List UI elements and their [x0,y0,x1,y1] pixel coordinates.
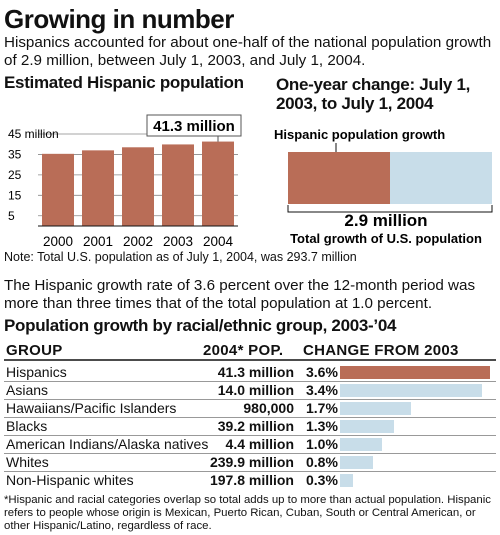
x-tick-label: 2003 [163,234,193,249]
table-row: Non-Hispanic whites 197.8 million 0.3% [4,472,496,489]
hispanic-population-bar-chart: 5 15 25 35 45 million 2000 2001 2002 2003 2004 41.… [8,115,241,249]
total-growth-label: Total growth of U.S. population [290,231,482,246]
row-population: 4.4 million [226,436,294,453]
row-group: American Indians/Alaska natives [6,436,208,453]
population-bar [162,144,194,226]
row-change: 3.4% [306,382,338,399]
callout-value: 41.3 million [153,118,235,135]
row-group: Hispanics [6,364,67,381]
row-group: Hawaiians/Pacific Islanders [6,400,176,417]
row-change: 3.6% [306,364,338,381]
y-tick-label: 15 [8,188,22,202]
row-change: 1.3% [306,418,338,435]
row-change-bar [340,420,394,433]
population-bar [42,154,74,226]
population-bar [202,142,234,226]
row-change-bar [340,438,382,451]
growth-rate-paragraph: The Hispanic growth rate of 3.6 percent … [4,277,496,313]
table-row: Asians 14.0 million 3.4% [4,382,496,400]
row-change-bar [340,474,353,487]
population-bar [82,150,114,226]
row-change: 0.8% [306,454,338,471]
row-population: 39.2 million [218,418,294,435]
hispanic-growth-label: Hispanic population growth [274,127,445,142]
row-change-bar [340,384,482,397]
x-tick-label: 2002 [123,234,153,249]
x-tick-label: 2001 [83,234,113,249]
population-bar [122,147,154,226]
total-population-note: Note: Total U.S. population as of July 1… [4,250,357,264]
row-population: 239.9 million [210,454,294,471]
row-population: 41.3 million [218,364,294,381]
table-row: American Indians/Alaska natives 4.4 milli… [4,436,496,454]
other-growth-bar [390,152,492,204]
row-population: 197.8 million [210,472,294,489]
table-heading: Population growth by racial/ethnic group… [4,316,396,336]
table-row: Hawaiians/Pacific Islanders 980,000 1.7% [4,400,496,418]
footnote: *Hispanic and racial categories overlap … [4,494,496,533]
y-tick-label: 5 [8,209,15,223]
table-row: Blacks 39.2 million 1.3% [4,418,496,436]
row-group: Blacks [6,418,47,435]
row-change: 1.0% [306,436,338,453]
hispanic-growth-bar [288,152,390,204]
total-growth-value: 2.9 million [344,211,427,230]
row-group: Non-Hispanic whites [6,472,134,489]
row-change: 0.3% [306,472,338,489]
row-group: Asians [6,382,48,399]
column-header-group: GROUP [6,342,63,359]
row-change-bar [340,402,411,415]
y-tick-label: 25 [8,168,22,182]
growth-comparison-chart: Hispanic population growth 2.9 million T… [274,127,492,246]
y-tick-label: 35 [8,147,22,161]
table-row: Hispanics 41.3 million 3.6% [4,364,496,382]
column-header-population: 2004* POP. [203,342,283,359]
y-tick-label: 45 million [8,127,59,141]
row-change: 1.7% [306,400,338,417]
row-population: 14.0 million [218,382,294,399]
column-header-change: CHANGE FROM 2003 [303,342,459,359]
row-population: 980,000 [243,400,294,417]
x-tick-label: 2000 [43,234,73,249]
row-change-bar [340,366,490,379]
x-tick-label: 2004 [203,234,234,249]
table-row: Whites 239.9 million 0.8% [4,454,496,472]
row-change-bar [340,456,373,469]
row-group: Whites [6,454,49,471]
